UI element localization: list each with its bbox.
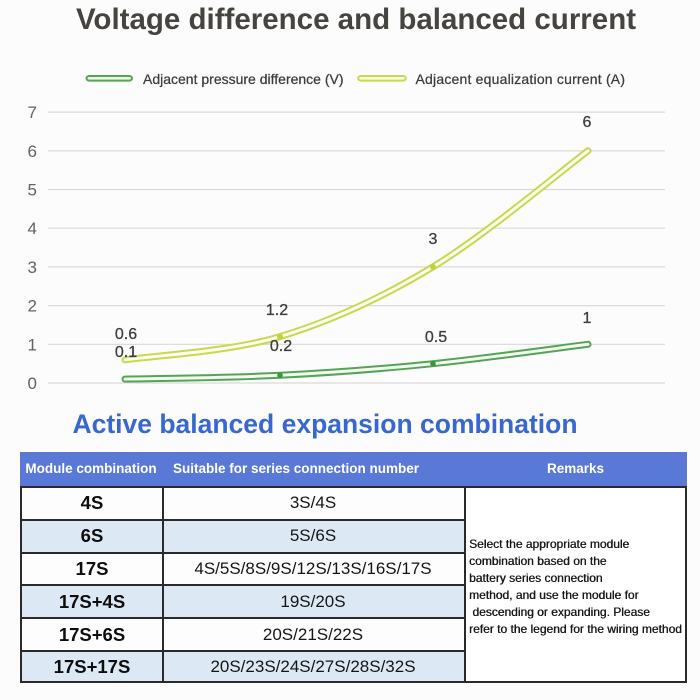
svg-text:7: 7	[28, 103, 37, 122]
svg-text:3: 3	[28, 258, 37, 277]
svg-text:Adjacent pressure difference (: Adjacent pressure difference (V)	[143, 71, 344, 87]
svg-text:3: 3	[429, 231, 438, 248]
svg-text:4: 4	[28, 219, 37, 238]
svg-text:0.5: 0.5	[425, 329, 447, 346]
svg-text:5: 5	[28, 181, 37, 200]
svg-text:2: 2	[28, 297, 37, 316]
svg-text:1.2: 1.2	[266, 302, 288, 319]
svg-text:0: 0	[28, 374, 37, 393]
svg-text:1: 1	[28, 335, 37, 354]
svg-text:6: 6	[28, 142, 37, 161]
svg-text:1: 1	[583, 310, 592, 327]
svg-text:0.6: 0.6	[115, 326, 137, 343]
svg-text:0.1: 0.1	[115, 344, 137, 361]
svg-text:0.2: 0.2	[270, 338, 292, 355]
svg-text:Adjacent equalization current: Adjacent equalization current (A)	[416, 71, 626, 87]
svg-text:6: 6	[583, 114, 592, 131]
